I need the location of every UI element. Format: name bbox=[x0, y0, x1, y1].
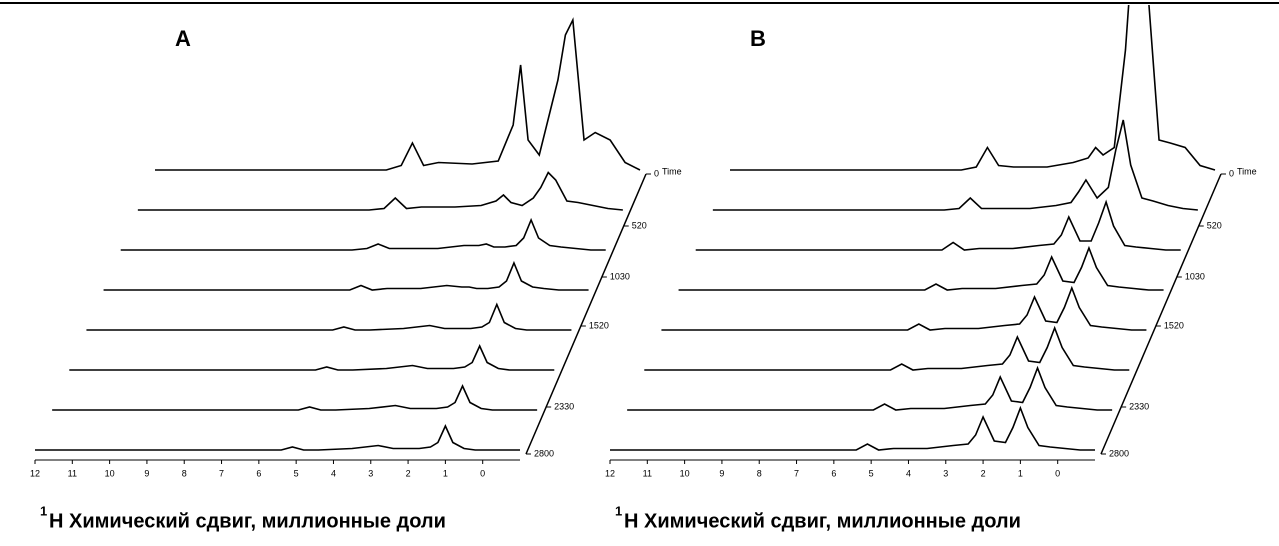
x-tick-label: 3 bbox=[943, 468, 948, 478]
x-tick-label: 5 bbox=[869, 468, 874, 478]
spectrum-trace bbox=[35, 424, 520, 451]
spectrum-trace bbox=[155, 17, 641, 171]
trace-fill bbox=[155, 20, 640, 170]
z-tick-label: 2330 bbox=[1129, 401, 1149, 411]
x-tick-label: 6 bbox=[256, 468, 261, 478]
x-tick-label: 9 bbox=[719, 468, 724, 478]
x-tick-label: 8 bbox=[182, 468, 187, 478]
x-tick-label: 9 bbox=[144, 468, 149, 478]
z-tick-label: 1520 bbox=[1164, 320, 1184, 330]
spectrum-trace bbox=[69, 344, 555, 371]
x-tick-label: 3 bbox=[368, 468, 373, 478]
panel-title: B bbox=[750, 26, 766, 51]
x-tick-label: 12 bbox=[30, 468, 40, 478]
x-tick-label: 1 bbox=[443, 468, 448, 478]
x-label: H Химический сдвиг, миллионные доли bbox=[49, 510, 446, 532]
trace-fill bbox=[678, 248, 1164, 290]
z-tick-label: 520 bbox=[1207, 220, 1222, 230]
z-tick-label: 0 bbox=[1229, 168, 1234, 178]
z-tick-label: 0 bbox=[654, 168, 659, 178]
x-label-sup: 1 bbox=[615, 503, 622, 518]
z-tick-label: 520 bbox=[632, 220, 647, 230]
z-tick-label: 1030 bbox=[1185, 271, 1205, 281]
x-tick-label: 11 bbox=[643, 468, 652, 478]
spectrum-trace bbox=[137, 171, 623, 211]
x-tick-label: 10 bbox=[680, 468, 690, 478]
z-axis bbox=[1100, 173, 1222, 455]
trace-fill bbox=[610, 408, 1095, 450]
z-axis-label: Time bbox=[1237, 166, 1257, 176]
trace-fill bbox=[712, 120, 1198, 210]
x-tick-label: 2 bbox=[981, 468, 986, 478]
x-tick-label: 1 bbox=[1018, 468, 1023, 478]
spectrum-trace bbox=[712, 119, 1198, 211]
trace-fill bbox=[730, 5, 1215, 170]
spectrum-trace bbox=[627, 365, 1113, 411]
trace-fill bbox=[661, 288, 1147, 330]
x-tick-label: 11 bbox=[68, 468, 77, 478]
spectrum-trace bbox=[610, 405, 1095, 451]
spectrum-trace bbox=[52, 384, 538, 411]
panel-title: A bbox=[175, 26, 191, 51]
x-tick-label: 8 bbox=[757, 468, 762, 478]
x-label: H Химический сдвиг, миллионные доли bbox=[624, 510, 1021, 532]
x-tick-label: 7 bbox=[219, 468, 224, 478]
x-tick-label: 0 bbox=[1055, 468, 1060, 478]
spectrum-trace bbox=[644, 325, 1130, 371]
z-tick-label: 2800 bbox=[534, 448, 554, 458]
trace-fill bbox=[627, 368, 1113, 410]
x-label-sup: 1 bbox=[40, 503, 47, 518]
spectrum-trace bbox=[661, 285, 1147, 331]
z-axis-label: Time bbox=[662, 166, 682, 176]
spectrum-trace bbox=[695, 199, 1181, 251]
z-axis bbox=[525, 173, 647, 455]
x-tick-label: 4 bbox=[906, 468, 911, 478]
traces bbox=[610, 5, 1216, 451]
x-tick-label: 12 bbox=[605, 468, 615, 478]
spectrum-trace bbox=[86, 302, 572, 331]
trace-fill bbox=[137, 172, 623, 210]
x-tick-label: 0 bbox=[480, 468, 485, 478]
trace-fill bbox=[644, 328, 1130, 370]
x-tick-label: 2 bbox=[406, 468, 411, 478]
x-tick-label: 5 bbox=[294, 468, 299, 478]
z-tick-label: 1030 bbox=[610, 271, 630, 281]
x-tick-label: 7 bbox=[794, 468, 799, 478]
x-tick-label: 10 bbox=[105, 468, 115, 478]
z-tick-label: 1520 bbox=[589, 320, 609, 330]
x-tick-label: 4 bbox=[331, 468, 336, 478]
spectrum-trace bbox=[678, 245, 1164, 291]
spectrum-trace bbox=[730, 5, 1216, 171]
spectrum-trace bbox=[103, 260, 589, 291]
z-tick-label: 2330 bbox=[554, 401, 574, 411]
spectrum-trace bbox=[120, 217, 606, 251]
z-tick-label: 2800 bbox=[1109, 448, 1129, 458]
x-tick-label: 6 bbox=[831, 468, 836, 478]
traces bbox=[35, 17, 641, 451]
